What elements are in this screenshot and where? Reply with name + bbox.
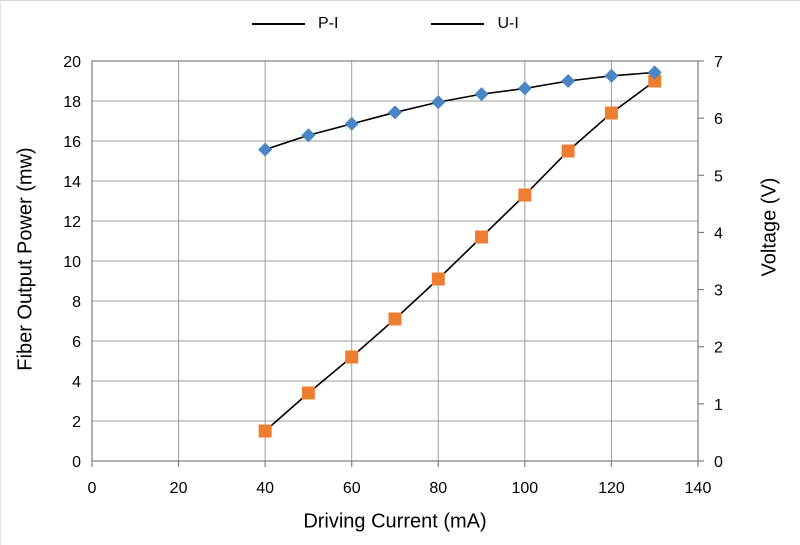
series-u-i-data-point <box>344 116 359 131</box>
y-left-tick-label: 14 <box>63 174 81 191</box>
u-i-line-icon <box>431 23 485 25</box>
series-p-i-data-point <box>561 144 575 158</box>
y-left-axis-title: Fiber Output Power (mw) <box>14 147 37 371</box>
legend-item-p-i: P-I <box>252 14 338 34</box>
series-p-i-data-point <box>604 106 618 120</box>
u-i-legend-label: U-I <box>497 15 519 32</box>
series-u-i-data-point <box>517 81 532 96</box>
y-left-tick-label: 2 <box>72 414 81 431</box>
x-tick-label: 40 <box>256 480 274 497</box>
y-right-tick-label: 7 <box>714 54 723 71</box>
y-left-tick-label: 10 <box>63 254 81 271</box>
y-left-tick-label: 20 <box>63 54 81 71</box>
series-p-i-data-point <box>258 424 272 438</box>
legend: P-I U-I <box>252 14 519 34</box>
y-left-tick-label: 0 <box>72 454 81 471</box>
p-i-legend-label: P-I <box>318 15 339 32</box>
y-right-tick-label: 2 <box>714 340 723 357</box>
x-axis-title: Driving Current (mA) <box>303 510 487 533</box>
series-p-i-line <box>264 80 656 432</box>
x-tick-label: 0 <box>88 480 97 497</box>
series-p-i-data-point <box>518 188 532 202</box>
series-p-i-data-point <box>431 272 445 286</box>
legend-item-u-i: U-I <box>431 14 519 34</box>
x-tick-label: 120 <box>598 480 625 497</box>
series-p-i-data-point <box>648 74 662 88</box>
y-left-tick-label: 8 <box>72 294 81 311</box>
y-left-tick-label: 16 <box>63 134 81 151</box>
y-left-tick-label: 6 <box>72 334 81 351</box>
y-right-tick-label: 0 <box>714 454 723 471</box>
y-right-tick-label: 5 <box>714 168 723 185</box>
x-tick-label: 80 <box>429 480 447 497</box>
x-tick-label: 20 <box>170 480 188 497</box>
series-u-i-data-point <box>647 65 662 80</box>
x-tick-label: 60 <box>343 480 361 497</box>
y-left-tick-label: 4 <box>72 374 81 391</box>
y-right-tick-label: 1 <box>714 397 723 414</box>
series-u-i-data-point <box>431 95 446 110</box>
series-p-i-data-point <box>388 312 402 326</box>
series-p-i-data-point <box>475 230 489 244</box>
y-left-tick-label: 12 <box>63 214 81 231</box>
x-tick-label: 140 <box>685 480 712 497</box>
y-right-tick-label: 6 <box>714 111 723 128</box>
series-u-i-data-point <box>301 128 316 143</box>
y-right-tick-label: 4 <box>714 225 723 242</box>
plot-border <box>91 60 699 462</box>
y-left-tick-label: 18 <box>63 94 81 111</box>
y-right-tick-label: 3 <box>714 283 723 300</box>
series-u-i-data-point <box>388 105 402 120</box>
p-i-line-icon <box>252 23 305 25</box>
series-u-i-data-point <box>604 68 619 83</box>
series-p-i-data-point <box>301 386 315 400</box>
series-u-i-line <box>264 71 655 151</box>
y-right-axis-title: Voltage (V) <box>758 177 781 277</box>
x-tick-label: 100 <box>512 480 539 497</box>
series-u-i-data-point <box>561 74 576 88</box>
series-p-i-data-point <box>345 350 359 364</box>
series-u-i-data-point <box>474 87 489 102</box>
series-u-i-data-point <box>258 142 273 157</box>
